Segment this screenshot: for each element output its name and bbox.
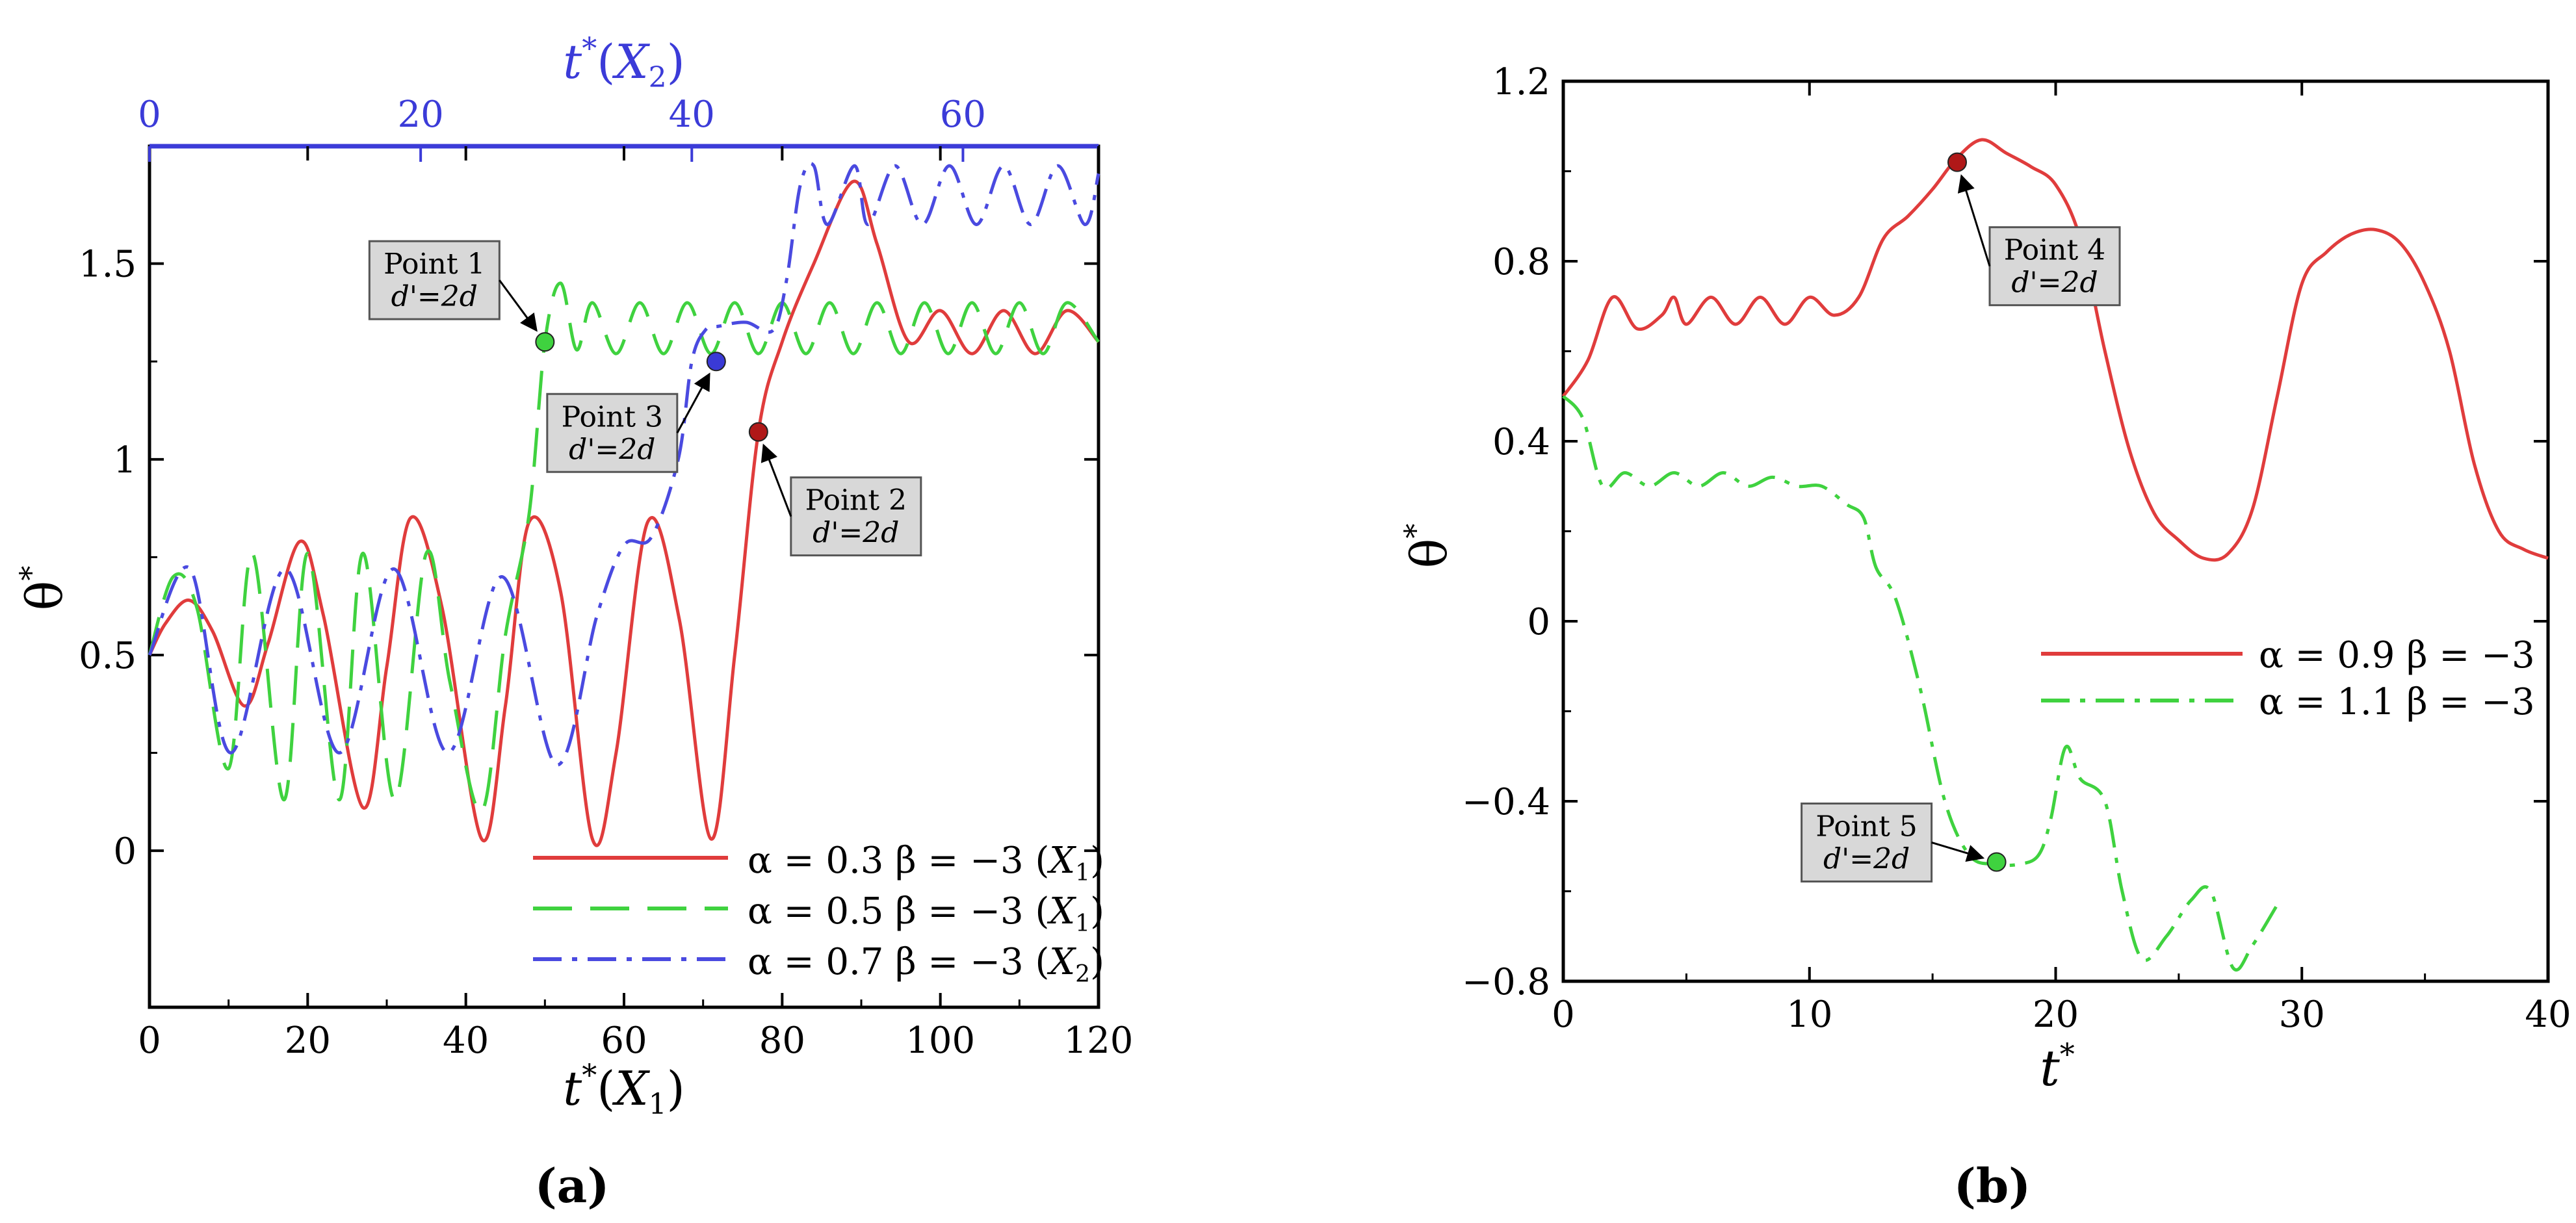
x-tick-label: 10 (1786, 994, 1832, 1036)
series-line-1 (1561, 138, 2549, 562)
point-arrow (1957, 174, 1991, 267)
x-axis-label-a: t*(X1) (563, 1057, 684, 1121)
point-sublabel: d'=2d (391, 280, 478, 313)
point-callout-box (368, 240, 501, 320)
chart-b: 0 10 20 30 40−0.8−0.400.40.81.2 Point 4d'=2d… (1398, 61, 2571, 1213)
x-tick-label: 40 (443, 1020, 489, 1062)
x-tick-label: 0 (1552, 994, 1575, 1036)
series-line-2 (148, 281, 1100, 814)
y-tick-label: 0.5 (79, 635, 137, 677)
y-tick-label: −0.8 (1462, 961, 1550, 1003)
series-group-a (148, 161, 1100, 847)
point-label: Point 5 (1815, 810, 1917, 843)
tick-labels-b: 0 10 20 30 40 −0.8 −0.4 0 0.4 0.8 1.2 (1462, 61, 2571, 1036)
y-axis-label-b: θ* (1398, 524, 1458, 569)
y-tick-label: 1.5 (79, 244, 137, 286)
point-marker (1947, 152, 1967, 172)
y-tick-label: −0.4 (1462, 781, 1550, 823)
x-tick-label: 20 (285, 1020, 331, 1062)
point-sublabel: d'=2d (813, 517, 899, 550)
panel-label-b: (b) (1954, 1158, 2031, 1213)
y-tick-label: 0.8 (1492, 241, 1550, 283)
y-tick-label: 0 (1527, 601, 1550, 643)
panel-label-a: (a) (535, 1158, 610, 1213)
tick-marks-b (1562, 80, 2549, 983)
top-x-tick-label: 20 (398, 94, 444, 136)
series-line-2 (1562, 394, 2279, 972)
top-x-tick-label: 60 (940, 94, 986, 136)
y-tick-label: 1 (113, 439, 137, 482)
point-arrow (761, 443, 792, 517)
point-arrow (1931, 842, 1985, 862)
point-label: Point 2 (805, 484, 907, 517)
point-marker (706, 352, 726, 372)
x-tick-label: 60 (601, 1020, 647, 1062)
x-tick-label: 30 (2279, 994, 2325, 1036)
y-tick-label: 0 (113, 830, 137, 873)
tick-marks-a (148, 146, 1100, 1007)
top-x-tick-label: 40 (669, 94, 715, 136)
top-x-tick-label: 0 (138, 94, 161, 136)
x-tick-label: 100 (905, 1020, 975, 1062)
point-arrow (499, 279, 538, 332)
top-x-axis-label-a: t*(X2) (563, 31, 684, 94)
x-axis-label-b: t* (2040, 1036, 2075, 1097)
y-tick-label: 1.2 (1492, 61, 1550, 103)
x-tick-label: 0 (138, 1020, 161, 1062)
legend-entry: α = 0.7 β = −3 (X2) (748, 941, 1104, 988)
point-arrow (676, 372, 710, 433)
point-sublabel: d'=2d (569, 433, 655, 466)
point-callout-box (546, 393, 679, 473)
point-marker (748, 422, 768, 442)
x-tick-label: 80 (759, 1020, 805, 1062)
legend-entry: α = 0.3 β = −3 (X1) (748, 840, 1104, 886)
plot-frame-b (1561, 79, 2550, 983)
point-label: Point 1 (384, 248, 485, 281)
x-tick-label: 120 (1064, 1020, 1134, 1062)
point-label: Point 3 (562, 400, 663, 433)
y-tick-label: 0.4 (1492, 421, 1550, 463)
point-sublabel: d'=2d (1823, 842, 1910, 875)
legend-entry: α = 0.9 β = −3 (2259, 634, 2535, 676)
tick-labels-a: 0 20 40 60 80 100 120 0 20 40 60 0 0.5 1 1.5 (79, 94, 1134, 1062)
point-callout-box (1801, 802, 1933, 882)
point-callout-box (1988, 226, 2121, 307)
point-sublabel: d'=2d (2011, 266, 2098, 300)
legend-entry: α = 1.1 β = −3 (2259, 681, 2535, 723)
point-marker (1986, 852, 2007, 872)
point-marker (535, 332, 555, 352)
legend-entry: α = 0.5 β = −3 (X1) (748, 890, 1104, 937)
legend-b: α = 0.9 β = −3 α = 1.1 β = −3 (2041, 634, 2535, 723)
series-line-1 (148, 179, 1100, 847)
legend-a: α = 0.3 β = −3 (X1) α = 0.5 β = −3 (X1) … (533, 840, 1104, 988)
point-label: Point 4 (2004, 234, 2105, 267)
y-axis-label-a: θ* (13, 566, 73, 611)
series-line-3 (148, 161, 1100, 767)
x-tick-label: 20 (2033, 994, 2079, 1036)
x-tick-label: 40 (2525, 994, 2571, 1036)
